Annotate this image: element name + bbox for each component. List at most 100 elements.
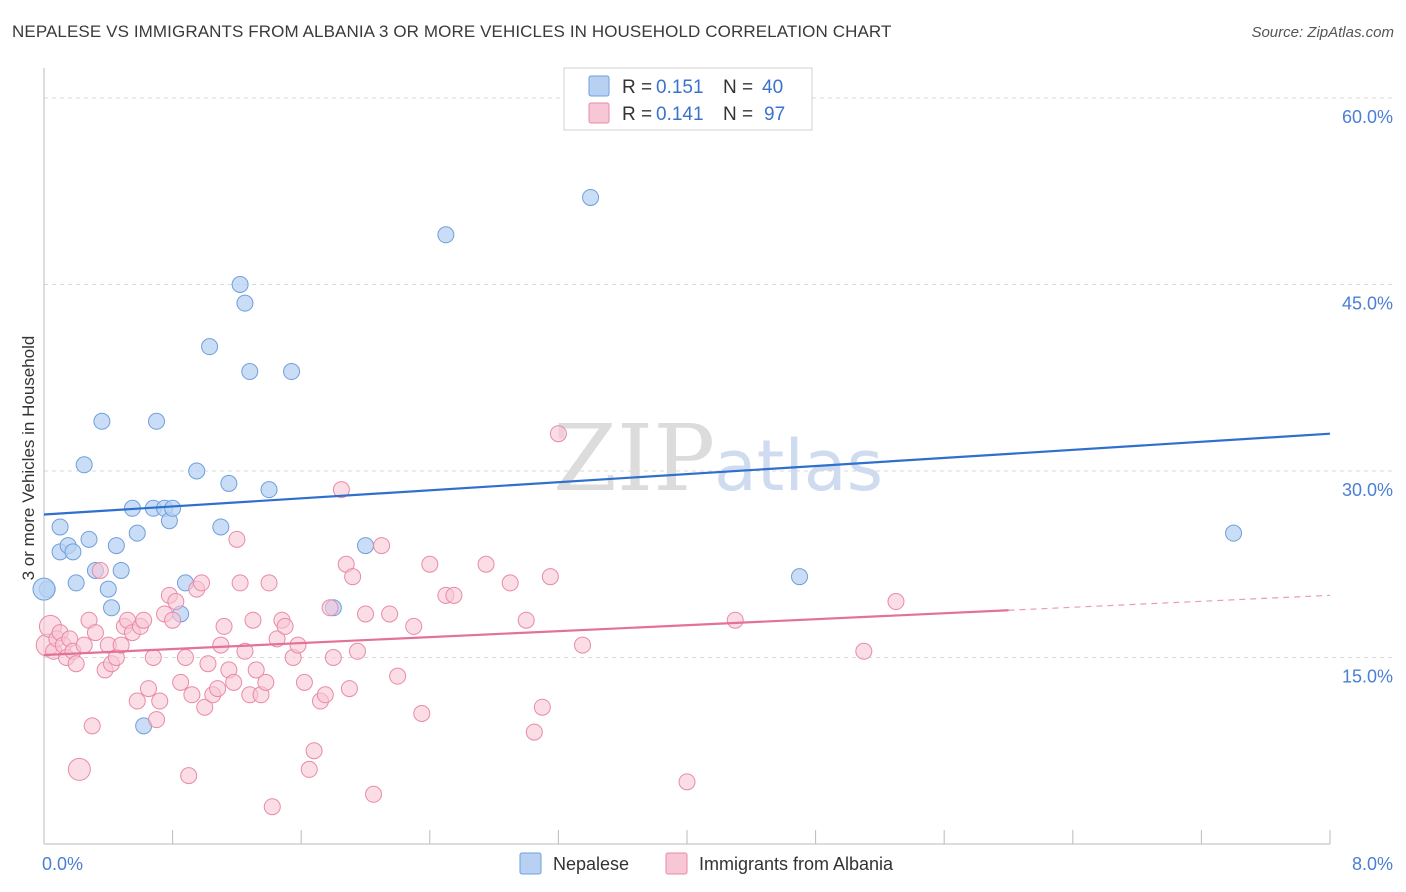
- albania-point-76: [357, 605, 374, 623]
- albania-point-49: [228, 530, 246, 548]
- y-tick-label-0: 15.0%: [1342, 667, 1393, 687]
- albania-point-11: [75, 636, 93, 654]
- legend-r-value-2: 0.141: [656, 104, 704, 125]
- albania-point-86: [477, 555, 495, 573]
- axes: [43, 68, 1331, 845]
- y-tick-label-2: 45.0%: [1342, 294, 1393, 314]
- albania-point-85: [445, 586, 463, 604]
- nepalese-point-31: [260, 481, 278, 499]
- albania-point-65: [300, 760, 318, 778]
- albania-point-42: [199, 655, 217, 673]
- legend-box: R = 0.151 N = 40 R = 0.141 N = 97: [563, 67, 813, 131]
- albania-point-79: [381, 605, 399, 623]
- albania-point-36: [176, 649, 194, 666]
- watermark: ZIP atlas: [553, 405, 883, 512]
- albania-point-89: [525, 723, 543, 741]
- albania-point-92: [549, 425, 567, 443]
- bottom-legend-label-albania: Immigrants from Albania: [699, 854, 894, 874]
- albania-point-34: [167, 593, 185, 611]
- albania-point-74: [344, 568, 362, 586]
- albania-point-78: [373, 537, 391, 555]
- nepalese-point-7: [80, 530, 98, 548]
- albania-point-26: [135, 611, 153, 629]
- nepalese-point-39: [32, 577, 56, 601]
- albania-point-24: [128, 692, 146, 710]
- albania-point-95: [726, 611, 744, 629]
- legend-n-label-2: N =: [723, 104, 753, 125]
- bottom-legend: Nepalese Immigrants from Albania: [519, 852, 894, 875]
- nepalese-point-21: [164, 499, 182, 517]
- nepalese-point-35: [437, 226, 455, 244]
- nepalese-point-32: [283, 363, 301, 381]
- albania-point-64: [295, 673, 313, 691]
- grid-lines: [44, 97, 1392, 658]
- bottom-legend-swatch-nepalese: [519, 852, 542, 875]
- albania-point-90: [533, 698, 551, 716]
- legend-r-label-2: R =: [622, 104, 652, 125]
- nepalese-point-13: [112, 561, 130, 579]
- albania-point-9: [67, 655, 85, 673]
- albania-point-29: [148, 711, 166, 729]
- albania-trend-extension: [1008, 594, 1331, 611]
- bottom-legend-label-nepalese: Nepalese: [553, 854, 629, 874]
- nepalese-point-36: [582, 188, 600, 206]
- nepalese-point-4: [64, 543, 82, 561]
- nepalese-point-37: [791, 568, 809, 586]
- nepalese-point-34: [357, 537, 374, 555]
- y-tick-labels: 15.0% 30.0% 45.0% 60.0%: [1342, 107, 1393, 687]
- albania-point-71: [332, 481, 350, 499]
- albania-point-68: [316, 686, 334, 704]
- legend-swatch-nepalese: [588, 75, 610, 97]
- albania-point-50: [231, 574, 249, 592]
- bottom-legend-swatch-albania: [665, 852, 688, 875]
- albania-point-91: [541, 568, 559, 586]
- nepalese-point-38: [1225, 524, 1243, 542]
- nepalese-point-9: [93, 412, 111, 430]
- albania-point-41: [196, 698, 214, 716]
- y-tick-label-1: 30.0%: [1342, 480, 1393, 500]
- x-tick-labels: 0.0% 8.0%: [42, 854, 1393, 874]
- trend-lines: [43, 432, 1331, 657]
- albania-point-13: [83, 717, 101, 735]
- albania-point-20: [112, 636, 130, 654]
- albania-point-83: [421, 555, 439, 573]
- albania-point-66: [305, 742, 323, 760]
- nepalese-point-24: [188, 462, 206, 480]
- albania-point-57: [260, 574, 278, 592]
- albania-point-81: [405, 617, 423, 635]
- albania-point-14: [86, 624, 104, 642]
- albania-point-73: [340, 680, 358, 698]
- legend-r-label-1: R =: [622, 77, 652, 98]
- nepalese-point-5: [67, 574, 85, 592]
- watermark-zip: ZIP: [553, 405, 715, 512]
- nepalese-point-15: [128, 524, 146, 542]
- albania-point-10: [67, 757, 91, 781]
- albania-point-58: [263, 798, 281, 816]
- albania-point-87: [501, 574, 519, 592]
- legend-n-value-2: 97: [764, 104, 785, 125]
- albania-trend-line: [43, 609, 1009, 657]
- nepalese-trend-line: [43, 432, 1331, 516]
- nepalese-point-30: [241, 363, 259, 381]
- albania-point-45: [212, 636, 230, 654]
- albania-point-46: [215, 617, 233, 635]
- source-label: Source: ZipAtlas.com: [1251, 24, 1394, 41]
- nepalese-point-25: [201, 338, 219, 356]
- albania-point-94: [678, 773, 696, 791]
- nepalese-point-27: [220, 474, 238, 492]
- series-nepalese-points: [32, 188, 1243, 735]
- nepalese-point-26: [212, 518, 230, 536]
- albania-point-59: [268, 630, 286, 648]
- y-axis-title: 3 or more Vehicles in Household: [19, 336, 38, 581]
- albania-point-44: [209, 680, 227, 698]
- albania-point-54: [247, 661, 265, 679]
- nepalese-point-29: [236, 294, 254, 312]
- albania-point-53: [244, 611, 262, 629]
- albania-point-97: [887, 593, 905, 611]
- albania-point-70: [324, 649, 342, 666]
- albania-point-93: [574, 636, 592, 654]
- nepalese-point-2: [51, 518, 69, 536]
- nepalese-point-12: [107, 537, 125, 555]
- nepalese-point-11: [103, 599, 121, 617]
